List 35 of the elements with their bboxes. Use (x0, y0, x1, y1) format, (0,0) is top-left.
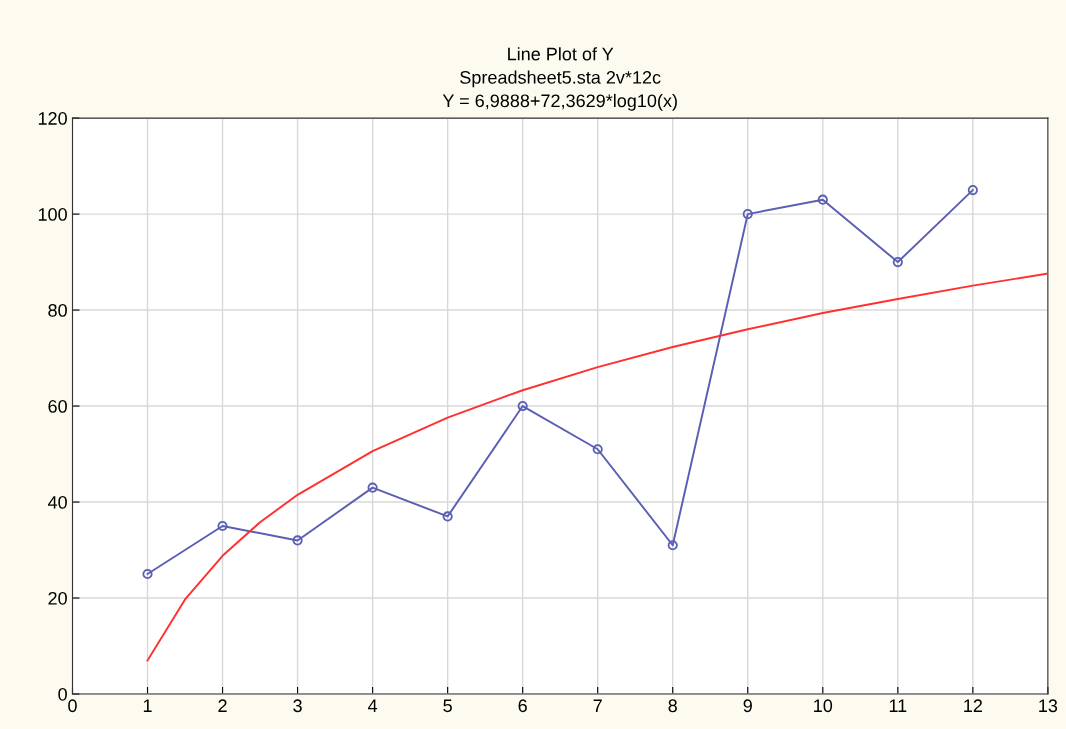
x-tick-label: 4 (368, 699, 378, 712)
point (592, 444, 603, 455)
point (892, 257, 903, 268)
x-tick-label: 12 (964, 699, 982, 712)
y-tick-label: 120 (38, 112, 67, 125)
x-tick-label: 11 (889, 699, 907, 712)
point (142, 568, 153, 580)
x-tick-label: 0 (68, 699, 77, 713)
x-tick-label: 5 (443, 699, 452, 713)
point (292, 535, 303, 546)
x-tick-label: 8 (668, 699, 677, 713)
point (517, 400, 528, 412)
x-tick-label: 7 (593, 699, 602, 712)
y-tick-label: 80 (48, 304, 67, 317)
chart-title: Line Plot of Y Spreadsheet5.sta 2v*12c Y = 6,9888+72,3629*log10(x) (442, 47, 677, 111)
x-tick-label: 3 (293, 699, 302, 713)
point (967, 185, 978, 196)
y-tick-label: 20 (48, 591, 67, 605)
point (667, 540, 678, 551)
line-series (146, 272, 1048, 662)
y-tick-label: 100 (38, 208, 67, 221)
point (742, 209, 753, 220)
point (817, 194, 828, 205)
y-tick-label: 40 (47, 495, 67, 509)
y-tick-label: 60 (48, 399, 67, 413)
y-tick-label: 0 (58, 687, 67, 701)
x-tick-label: 9 (743, 699, 752, 713)
point (442, 511, 453, 522)
x-tick-label: 2 (218, 699, 227, 712)
point (367, 482, 378, 493)
x-tick-label: 1 (143, 699, 152, 712)
x-tick-label: 13 (1039, 699, 1058, 713)
point (217, 520, 228, 532)
x-tick-label: 6 (518, 699, 527, 713)
x-tick-label: 10 (814, 699, 833, 713)
